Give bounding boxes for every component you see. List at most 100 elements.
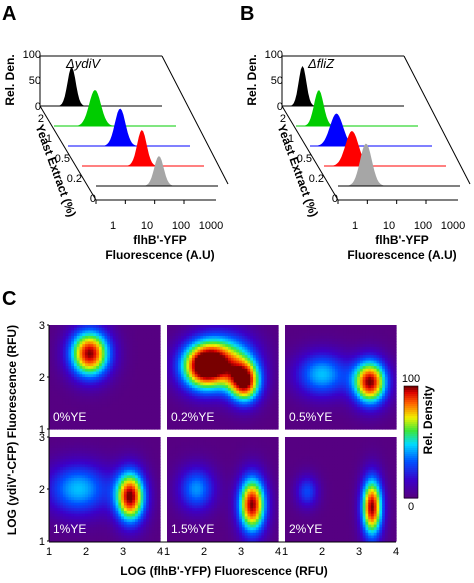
heatmap-cell — [393, 352, 397, 356]
heatmap-cell — [296, 352, 300, 356]
heatmap-cell — [186, 363, 190, 367]
heatmap-cell — [194, 377, 199, 381]
heatmap-cell — [266, 355, 271, 359]
heatmap-cell — [79, 407, 83, 411]
heatmap-cell — [186, 426, 190, 430]
heatmap-cell — [93, 344, 97, 348]
heatmap-cell — [290, 423, 294, 427]
heatmap-cell — [71, 461, 75, 465]
heatmap-cell — [68, 338, 72, 343]
heatmap-cell — [140, 344, 144, 348]
heatmap-cell — [362, 341, 367, 345]
heatmap-cell — [219, 341, 224, 345]
heatmap-cell — [269, 346, 274, 351]
heatmap-cell — [269, 426, 274, 430]
heatmap-cell — [62, 497, 67, 501]
heatmap-cell — [90, 330, 95, 334]
heatmap-cell — [382, 352, 386, 356]
heatmap-cell — [132, 420, 136, 425]
heatmap-cell — [390, 401, 394, 405]
heatmap-cell — [191, 363, 196, 367]
heatmap-cell — [343, 330, 347, 334]
heatmap-cell — [275, 355, 279, 359]
heatmap-cell — [255, 357, 260, 362]
heatmap-cell — [76, 377, 81, 381]
heatmap-cell — [222, 346, 226, 351]
heatmap-cell — [233, 393, 237, 397]
heatmap-cell — [85, 396, 89, 400]
heatmap-cell — [110, 396, 114, 400]
heatmap-cell — [326, 423, 331, 427]
heatmap-cell — [250, 335, 254, 340]
heatmap-cell — [126, 385, 131, 389]
heatmap-cell — [290, 396, 294, 400]
heatmap-cell — [62, 469, 67, 474]
heatmap-cell — [169, 357, 174, 362]
heatmap-cell — [272, 423, 276, 427]
heatmap-cell — [101, 415, 106, 419]
heatmap-cell — [135, 338, 139, 343]
heatmap-cell — [387, 377, 392, 381]
heatmap-cell — [140, 415, 144, 419]
heatmap-cell — [62, 379, 67, 384]
heatmap-cell — [65, 519, 70, 523]
heatmap-cell — [346, 423, 350, 427]
heatmap-cell — [151, 357, 156, 362]
heatmap-cell — [304, 423, 308, 427]
heatmap-cell — [382, 390, 386, 395]
heatmap-cell — [118, 357, 122, 362]
heatmap-cell — [365, 377, 369, 381]
heatmap-cell — [154, 327, 158, 332]
heatmap-cell — [390, 385, 394, 389]
heatmap-cell — [244, 385, 249, 389]
heatmap-cell — [236, 426, 240, 430]
heatmap-cell — [296, 382, 300, 386]
heatmap-cell — [132, 387, 136, 392]
heatmap-cell — [214, 327, 218, 332]
heatmap-cell — [307, 404, 311, 408]
heatmap-cell — [365, 409, 369, 414]
heatmap-cell — [208, 349, 213, 353]
heatmap-cell — [241, 338, 246, 343]
heatmap-cell — [123, 415, 128, 419]
heatmap-cell — [362, 426, 367, 430]
heatmap-cell — [146, 352, 150, 356]
heatmap-cell — [205, 385, 210, 389]
heatmap-cell — [140, 382, 144, 386]
heatmap-cell — [87, 412, 92, 416]
heatmap-cell — [200, 335, 204, 340]
heatmap-cell — [230, 390, 235, 395]
heatmap-cell — [194, 352, 199, 356]
heatmap-cell — [82, 418, 86, 422]
heatmap-cell — [57, 475, 61, 479]
heatmap-cell — [65, 453, 70, 457]
heatmap-cell — [96, 377, 100, 381]
heatmap-cell — [222, 396, 226, 400]
heatmap-cell — [236, 338, 240, 343]
heatmap-cell — [93, 352, 97, 356]
heatmap-cell — [301, 398, 306, 403]
heatmap-cell — [68, 423, 72, 427]
heatmap-cell — [258, 352, 262, 356]
heatmap-cell — [65, 355, 70, 359]
heatmap-cell — [329, 349, 333, 353]
panel-a-y-tick-50: 50 — [29, 75, 41, 87]
heatmap-cell — [371, 377, 375, 381]
heatmap-cell — [351, 368, 355, 373]
heatmap-cell — [340, 327, 344, 332]
heatmap-cell — [348, 346, 353, 351]
heatmap-cell — [318, 390, 322, 395]
heatmap-cell — [191, 420, 196, 425]
heatmap-cell — [186, 374, 190, 378]
heatmap-cell — [393, 363, 397, 367]
heatmap-cell — [312, 401, 317, 405]
heatmap-cell — [359, 360, 364, 364]
heatmap-cell — [323, 390, 328, 395]
heatmap-cell — [387, 387, 392, 392]
heatmap-cell — [275, 382, 279, 386]
heatmap-cell — [104, 333, 108, 337]
heatmap-cell — [332, 349, 336, 353]
heatmap-cell — [167, 407, 171, 411]
heatmap-cell — [101, 379, 106, 384]
heatmap-cell — [121, 390, 125, 395]
